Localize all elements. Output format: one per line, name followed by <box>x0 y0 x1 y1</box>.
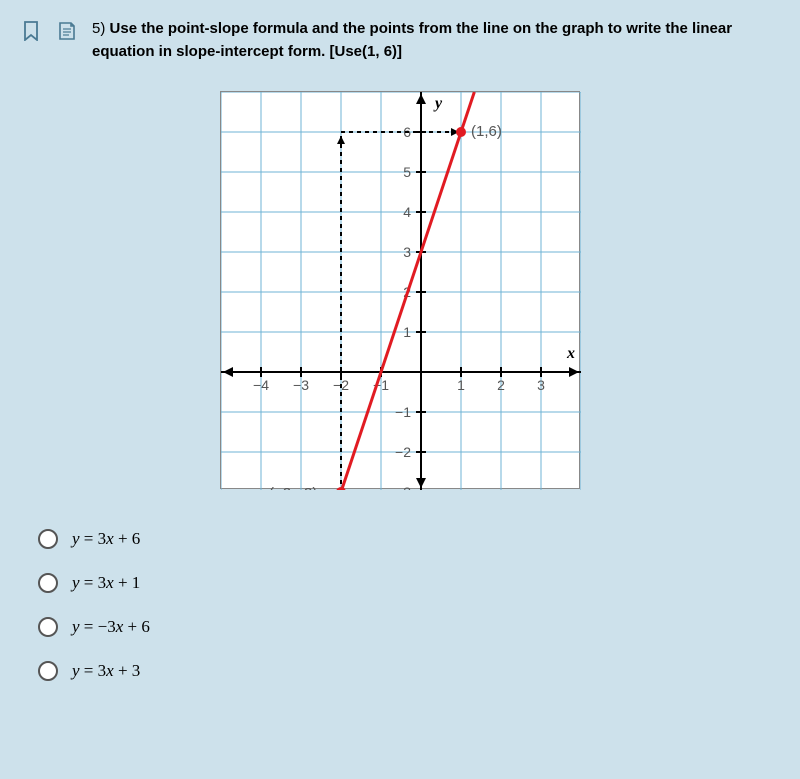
radio-button[interactable] <box>38 529 58 549</box>
option-row[interactable]: y = 3x + 1 <box>38 573 780 593</box>
note-icon[interactable] <box>56 20 78 42</box>
svg-text:x: x <box>566 345 575 362</box>
svg-text:−4: −4 <box>253 377 269 393</box>
svg-text:4: 4 <box>403 204 411 220</box>
radio-button[interactable] <box>38 573 58 593</box>
question-container: 5) Use the point-slope formula and the p… <box>0 0 800 701</box>
svg-text:1: 1 <box>403 324 411 340</box>
question-use-point: (1, 6) <box>362 43 397 60</box>
svg-text:−2: −2 <box>395 444 411 460</box>
svg-text:(−2,−3): (−2,−3) <box>269 485 317 490</box>
graph-svg: −4−3−2−1123−3−2−1123456yx(1,6)(−2,−3) <box>221 92 581 490</box>
question-number: 5) <box>92 20 105 37</box>
svg-text:y: y <box>433 95 443 112</box>
option-label: y = 3x + 1 <box>72 573 140 593</box>
svg-text:−3: −3 <box>293 377 309 393</box>
option-label: y = 3x + 6 <box>72 529 140 549</box>
question-close: ] <box>397 43 402 60</box>
option-row[interactable]: y = −3x + 6 <box>38 617 780 637</box>
question-text: 5) Use the point-slope formula and the p… <box>92 18 780 63</box>
graph-area: −4−3−2−1123−3−2−1123456yx(1,6)(−2,−3) <box>20 91 780 489</box>
bookmark-icon[interactable] <box>20 20 42 42</box>
option-row[interactable]: y = 3x + 6 <box>38 529 780 549</box>
svg-text:−3: −3 <box>395 484 411 490</box>
svg-text:(1,6): (1,6) <box>471 123 502 140</box>
radio-button[interactable] <box>38 661 58 681</box>
option-label: y = 3x + 3 <box>72 661 140 681</box>
graph-box: −4−3−2−1123−3−2−1123456yx(1,6)(−2,−3) <box>220 91 580 489</box>
option-row[interactable]: y = 3x + 3 <box>38 661 780 681</box>
svg-text:3: 3 <box>537 377 545 393</box>
svg-text:−1: −1 <box>395 404 411 420</box>
option-label: y = −3x + 6 <box>72 617 150 637</box>
svg-text:3: 3 <box>403 244 411 260</box>
question-main: Use the point-slope formula and the poin… <box>92 20 732 60</box>
svg-text:1: 1 <box>457 377 465 393</box>
question-header: 5) Use the point-slope formula and the p… <box>20 18 780 63</box>
radio-button[interactable] <box>38 617 58 637</box>
svg-text:2: 2 <box>497 377 505 393</box>
svg-text:5: 5 <box>403 164 411 180</box>
answer-options: y = 3x + 6 y = 3x + 1 y = −3x + 6 y = 3x… <box>20 529 780 681</box>
